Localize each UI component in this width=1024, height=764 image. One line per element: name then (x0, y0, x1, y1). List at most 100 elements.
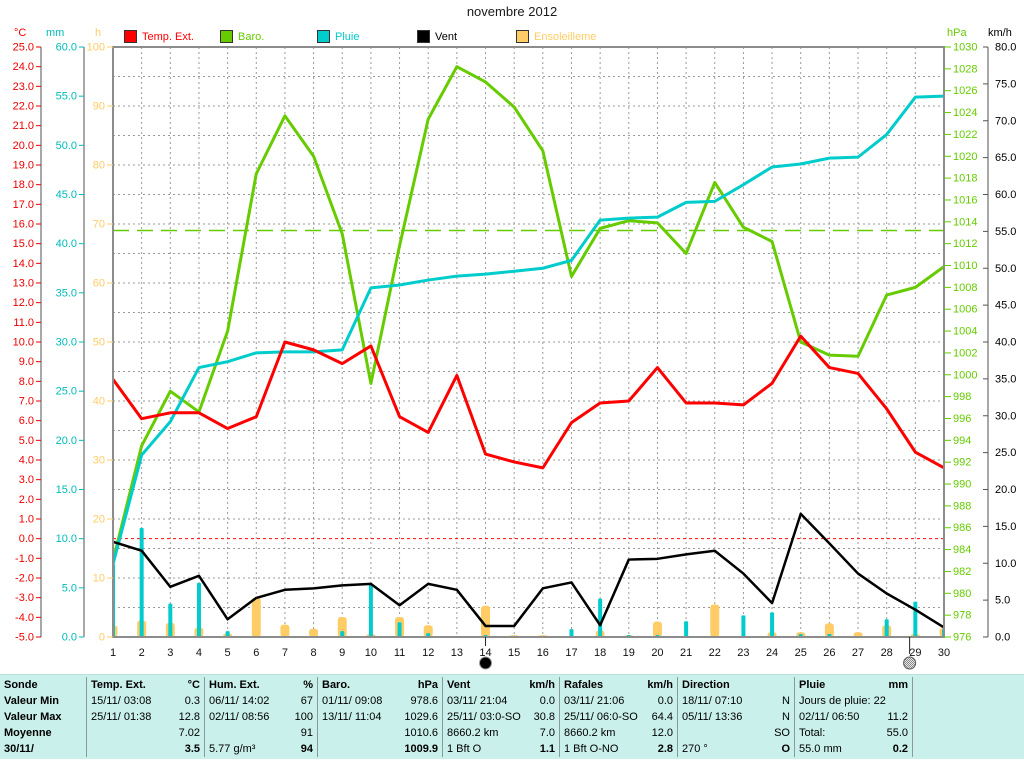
svg-text:10.0: 10.0 (13, 337, 34, 349)
svg-text:35.0: 35.0 (995, 373, 1016, 385)
svg-text:1000: 1000 (953, 369, 977, 381)
table-cell: 25/11/ 03:0-SO 30.8 (447, 711, 555, 723)
svg-text:-4.0: -4.0 (15, 612, 34, 624)
table-column-unit: hPa (417, 679, 438, 691)
svg-text:5: 5 (225, 647, 231, 659)
svg-text:986: 986 (953, 522, 971, 534)
svg-text:1002: 1002 (953, 347, 977, 359)
svg-text:1030: 1030 (953, 42, 977, 54)
svg-text:1006: 1006 (953, 304, 977, 316)
svg-text:20.0: 20.0 (995, 484, 1016, 496)
svg-text:20.0: 20.0 (56, 435, 77, 447)
table-cell: 13/11/ 11:04 1029.6 (322, 711, 438, 723)
pressure-axis-unit-label: hPa (947, 27, 967, 39)
legend-label: Ensoleilleme (534, 30, 597, 43)
legend-swatch-icon (417, 30, 430, 43)
svg-text:25.0: 25.0 (56, 386, 77, 398)
svg-text:100: 100 (87, 42, 105, 54)
table-row-label: Moyenne (4, 727, 52, 739)
table-column-unit: km/h (647, 679, 673, 691)
svg-text:1016: 1016 (953, 194, 977, 206)
svg-text:992: 992 (953, 457, 971, 469)
svg-text:50.0: 50.0 (995, 263, 1016, 275)
table-cell: 25/11/ 01:38 12.8 (91, 711, 200, 723)
svg-text:2: 2 (139, 647, 145, 659)
svg-text:21.0: 21.0 (13, 120, 34, 132)
table-column-unit: % (303, 679, 313, 691)
svg-text:50.0: 50.0 (56, 140, 77, 152)
svg-text:1020: 1020 (953, 151, 977, 163)
svg-text:15.0: 15.0 (13, 238, 34, 250)
table-cell: 8660.2 km 12.0 (564, 727, 673, 739)
table-cell: Total: 55.0 (799, 727, 908, 739)
svg-text:26: 26 (823, 647, 835, 659)
table-column: Direction 18/11/ 07:10 N 05/11/ 13:36 N SO 270… (678, 677, 795, 757)
svg-text:1024: 1024 (953, 107, 977, 119)
svg-text:60.0: 60.0 (56, 42, 77, 54)
full-moon-icon (903, 656, 917, 670)
svg-text:13: 13 (451, 647, 463, 659)
svg-text:0.0: 0.0 (62, 632, 77, 644)
legend-item-0: Temp. Ext. (124, 30, 194, 43)
table-column: Rafales km/h 03/11/ 21:06 0.0 25/11/ 06:0-SO… (560, 677, 678, 757)
chart-canvas: 25.024.023.022.021.020.019.018.017.016.0… (13, 42, 1016, 670)
svg-text:17: 17 (565, 647, 577, 659)
svg-text:982: 982 (953, 566, 971, 578)
svg-text:2.0: 2.0 (19, 494, 34, 506)
svg-text:22.0: 22.0 (13, 101, 34, 113)
svg-text:15.0: 15.0 (995, 521, 1016, 533)
svg-text:20.0: 20.0 (13, 140, 34, 152)
svg-text:30: 30 (93, 455, 105, 467)
table-column-name: Baro. (322, 679, 351, 691)
table-column: Temp. Ext. °C 15/11/ 03:08 0.3 25/11/ 01:38 1… (87, 677, 205, 757)
table-column-name: Direction (682, 679, 730, 691)
svg-text:11.0: 11.0 (13, 317, 34, 329)
svg-text:80.0: 80.0 (995, 42, 1016, 54)
svg-text:17.0: 17.0 (13, 199, 34, 211)
svg-text:35.0: 35.0 (56, 287, 77, 299)
svg-text:30: 30 (938, 647, 950, 659)
table-cell: 55.0 mm 0.2 (799, 743, 908, 755)
svg-text:-1.0: -1.0 (15, 553, 34, 565)
svg-text:0: 0 (99, 632, 105, 644)
wind-line (113, 512, 944, 629)
legend-swatch-icon (317, 30, 330, 43)
table-cell: 25/11/ 06:0-SO 64.4 (564, 711, 673, 723)
table-row-label: 30/11/ (4, 743, 34, 755)
table-cell: 91 (300, 727, 313, 739)
table-column-name: Temp. Ext. (91, 679, 146, 691)
svg-text:30.0: 30.0 (56, 337, 77, 349)
table-cell: 06/11/ 14:02 67 (209, 695, 313, 707)
svg-text:9: 9 (339, 647, 345, 659)
svg-text:23.0: 23.0 (13, 81, 34, 93)
svg-text:8: 8 (311, 647, 317, 659)
legend-swatch-icon (220, 30, 233, 43)
table-column-name: Pluie (799, 679, 826, 691)
svg-text:20: 20 (651, 647, 663, 659)
svg-text:1004: 1004 (953, 326, 977, 338)
svg-text:16.0: 16.0 (13, 219, 34, 231)
table-column: Hum. Ext.% 06/11/ 14:02 67 02/11/ 08:56 100 9… (205, 677, 318, 757)
table-row-label: Valeur Max (4, 711, 62, 723)
rain-cumulative-line (113, 94, 944, 566)
svg-text:1022: 1022 (953, 129, 977, 141)
temperature-line (113, 334, 944, 470)
svg-text:20: 20 (93, 514, 105, 526)
temp-axis-unit-label: °C (14, 27, 27, 39)
svg-text:21: 21 (680, 647, 692, 659)
table-column: Sonde Valeur Min Valeur Max Moyenne 30/11/ (0, 677, 87, 757)
svg-text:6.0: 6.0 (19, 415, 34, 427)
svg-text:15: 15 (508, 647, 520, 659)
table-cell: 02/11/ 06:50 11.2 (799, 711, 908, 723)
svg-text:998: 998 (953, 391, 971, 403)
svg-text:988: 988 (953, 500, 971, 512)
svg-text:-3.0: -3.0 (15, 592, 34, 604)
svg-text:75.0: 75.0 (995, 78, 1016, 90)
day-axis-labels: 1 2 3 4 5 6 7 8 9 10 11 12 13 14 15 16 17 18 19 20 21 22 23 24 2… (110, 647, 950, 659)
svg-text:976: 976 (953, 632, 971, 644)
svg-text:24: 24 (766, 647, 778, 659)
table-cell: SO (774, 727, 790, 739)
page-title: novembre 2012 (466, 4, 558, 19)
table-cell: 15/11/ 03:08 0.3 (91, 695, 200, 707)
baro-line (113, 65, 944, 563)
